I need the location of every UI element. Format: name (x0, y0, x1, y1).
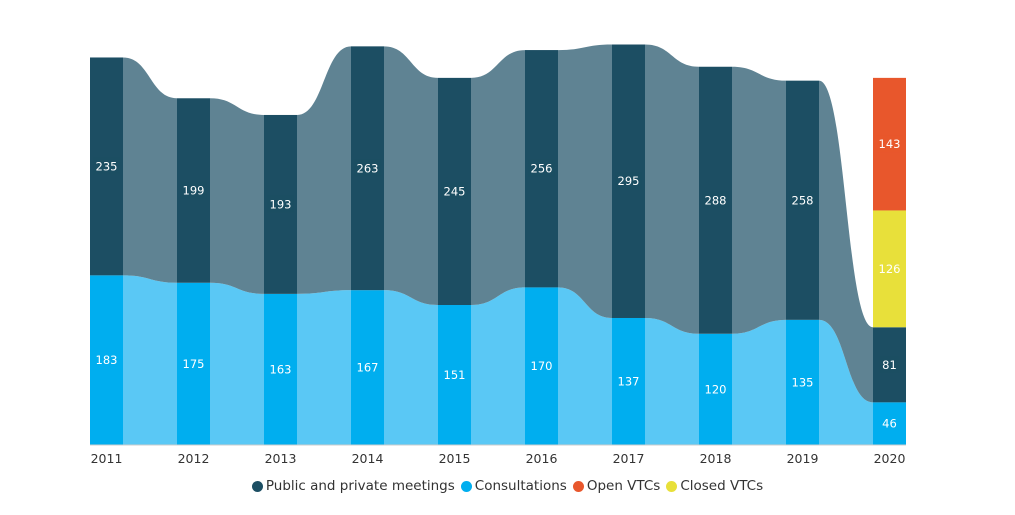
data-label-consultations-2011: 183 (96, 353, 118, 367)
data-label-bg-consultations-2019 (789, 373, 816, 391)
data-label-bg-consultations-2011 (93, 351, 120, 369)
data-label-consultations-2016: 170 (531, 359, 553, 373)
legend-item-consultations[interactable]: Consultations (460, 478, 567, 494)
data-label-consultations-2017: 137 (618, 374, 640, 388)
flow-band-public-and-private-meetings-2011 (123, 57, 177, 283)
x-axis-ticks: 2011 2012 2013 2014 2015 2016 2017 2018 2019 2020 (91, 451, 906, 466)
x-tick-label-2013: 2013 (265, 451, 297, 466)
data-label-bg-public-and-private-meetings-2014 (354, 159, 381, 177)
data-label-public-and-private-meetings-2011: 235 (96, 159, 118, 173)
data-label-public-and-private-meetings-2015: 245 (444, 184, 466, 198)
data-label-consultations-2015: 151 (444, 368, 466, 382)
flow-band-consultations-2019 (819, 319, 873, 445)
data-label-bg-public-and-private-meetings-2016 (528, 159, 555, 177)
data-label-public-and-private-meetings-2016: 256 (531, 162, 553, 176)
flow-band-consultations-2018 (732, 319, 786, 445)
flow-band-public-and-private-meetings-2017 (645, 44, 699, 334)
legend-item-open-vtcs[interactable]: Open VTCs (572, 478, 661, 494)
data-label-bg-public-and-private-meetings-2018 (702, 191, 729, 209)
data-label-public-and-private-meetings-2014: 263 (357, 161, 379, 175)
flow-band-consultations-2011 (123, 275, 177, 445)
data-label-bg-consultations-2014 (354, 358, 381, 376)
x-tick-label-2014: 2014 (352, 451, 384, 466)
x-tick-label-2019: 2019 (787, 451, 819, 466)
flow-band-consultations-2017 (645, 317, 699, 445)
flow-band-public-and-private-meetings-2016 (558, 44, 612, 318)
flow-band-consultations-2015 (471, 287, 525, 445)
legend-marker-consultations (460, 480, 472, 492)
data-label-public-and-private-meetings-2017: 295 (618, 174, 640, 188)
data-label-public-and-private-meetings-2018: 288 (705, 193, 727, 207)
x-tick-label-2017: 2017 (613, 451, 645, 466)
data-label-bg-consultations-2020 (879, 414, 900, 432)
flow-band-consultations-2014 (384, 290, 438, 445)
x-tick-label-2018: 2018 (700, 451, 732, 466)
legend-marker-public-and-private-meetings (251, 480, 263, 492)
flow-band-public-and-private-meetings-2019 (819, 80, 873, 403)
data-label-bg-consultations-2018 (702, 380, 729, 398)
data-label-bg-consultations-2015 (441, 366, 468, 384)
data-label-consultations-2012: 175 (183, 357, 205, 371)
data-label-consultations-2013: 163 (270, 362, 292, 376)
data-label-bg-open-vtcs-2020 (876, 135, 903, 153)
legend-item-closed-vtcs[interactable]: Closed VTCs (666, 478, 763, 494)
legend-label-closed-vtcs: Closed VTCs (680, 478, 764, 494)
x-tick-label-2012: 2012 (178, 451, 210, 466)
data-label-bg-public-and-private-meetings-2015 (441, 182, 468, 200)
flow-band-public-and-private-meetings-2013 (297, 46, 351, 294)
data-label-bg-consultations-2012 (180, 354, 207, 372)
flow-band-public-and-private-meetings-2012 (210, 98, 264, 294)
legend-label-public-and-private-meetings: Public and private meetings (265, 478, 455, 494)
legend: Public and private meetings Consultations… (0, 478, 1015, 494)
x-tick-label-2020: 2020 (874, 451, 906, 466)
flow-band-consultations-2012 (210, 282, 264, 445)
flow-band-consultations-2013 (297, 290, 351, 445)
data-labels: 183 235 175 199 163 193 167 263 151 245 170 256 137 2… (93, 135, 903, 432)
data-label-public-and-private-meetings-2013: 193 (270, 197, 292, 211)
data-label-consultations-2018: 120 (705, 382, 727, 396)
data-label-bg-public-and-private-meetings-2011 (93, 157, 120, 175)
data-label-bg-public-and-private-meetings-2013 (267, 195, 294, 213)
data-label-open-vtcs-2020: 143 (879, 137, 901, 151)
data-label-bg-public-and-private-meetings-2012 (180, 181, 207, 199)
legend-marker-closed-vtcs (666, 480, 678, 492)
data-label-bg-public-and-private-meetings-2017 (615, 172, 642, 190)
data-label-bg-consultations-2013 (267, 360, 294, 378)
data-label-bg-public-and-private-meetings-2019 (789, 191, 816, 209)
flow-band-public-and-private-meetings-2018 (732, 66, 786, 334)
x-tick-label-2011: 2011 (91, 451, 123, 466)
legend-label-open-vtcs: Open VTCs (586, 478, 661, 494)
data-label-public-and-private-meetings-2019: 258 (792, 193, 814, 207)
data-label-bg-public-and-private-meetings-2020 (879, 355, 900, 373)
legend-item-public-and-private-meetings[interactable]: Public and private meetings (251, 478, 455, 494)
legend-label-consultations: Consultations (474, 478, 567, 494)
data-label-closed-vtcs-2020: 126 (879, 262, 901, 276)
data-label-bg-consultations-2017 (615, 372, 642, 390)
data-label-public-and-private-meetings-2012: 199 (183, 184, 205, 198)
data-label-bg-consultations-2016 (528, 357, 555, 375)
flow-bands (123, 44, 873, 445)
flow-band-public-and-private-meetings-2015 (471, 50, 525, 306)
legend-marker-open-vtcs (572, 480, 584, 492)
flow-band-public-and-private-meetings-2014 (384, 46, 438, 306)
data-label-consultations-2014: 167 (357, 361, 379, 375)
x-tick-label-2016: 2016 (526, 451, 558, 466)
data-label-consultations-2020: 46 (882, 417, 897, 431)
x-tick-label-2015: 2015 (439, 451, 471, 466)
data-label-consultations-2019: 135 (792, 375, 814, 389)
data-label-public-and-private-meetings-2020: 81 (882, 358, 897, 372)
flow-band-consultations-2016 (558, 287, 612, 445)
data-label-bg-closed-vtcs-2020 (876, 259, 903, 277)
